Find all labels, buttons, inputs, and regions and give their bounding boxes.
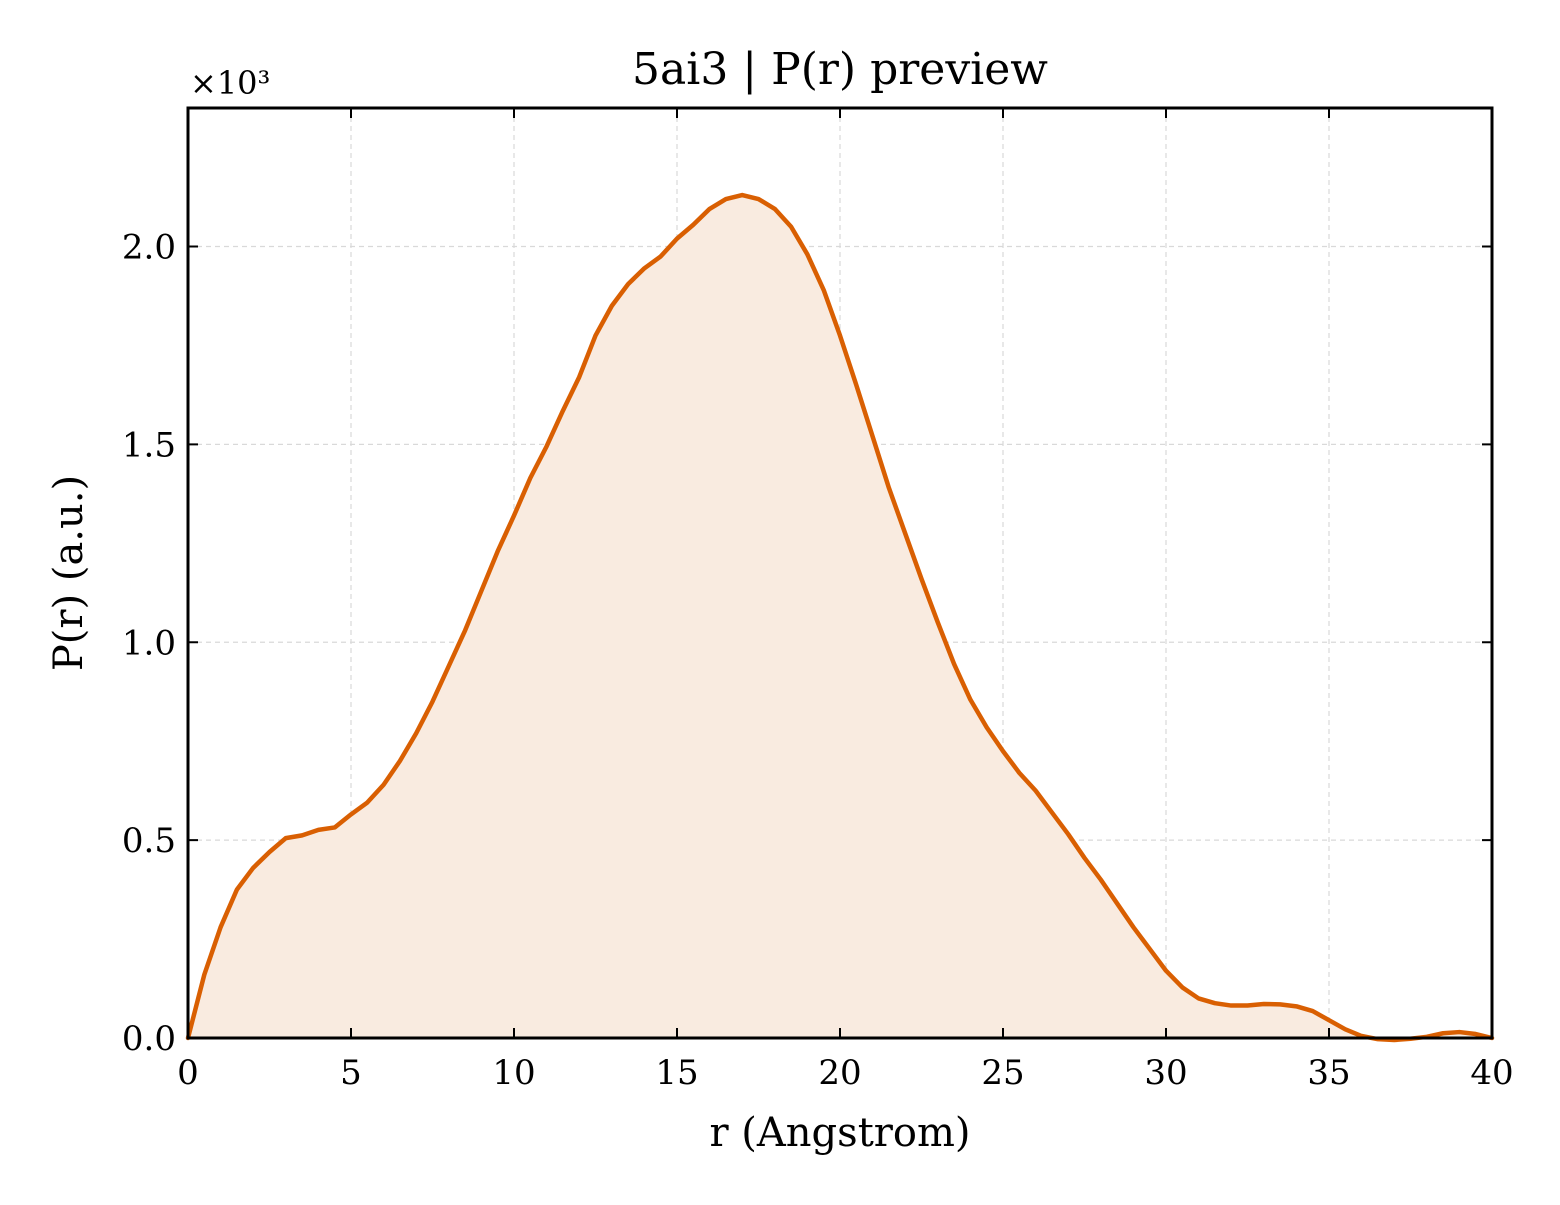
ticks: 0 5 10 15 20 25 30 35 40 0.0 0.5 1.0 1.5 2.0	[122, 108, 1514, 1093]
y-axis-label: P(r) (a.u.)	[46, 475, 92, 671]
y-multiplier-label: ×10³	[190, 64, 270, 102]
y-tick-label: 2.0	[122, 228, 176, 268]
x-tick-label: 0	[177, 1053, 199, 1093]
x-tick-label: 40	[1470, 1053, 1513, 1093]
y-tick-label: 0.0	[122, 1019, 176, 1059]
x-tick-label: 35	[1307, 1053, 1350, 1093]
y-tick-label: 0.5	[122, 821, 176, 861]
x-tick-label: 15	[655, 1053, 698, 1093]
series-line	[185, 192, 1495, 1043]
y-tick-label: 1.0	[122, 623, 176, 663]
chart-title: 5ai3 | P(r) preview	[632, 44, 1048, 95]
x-tick-label: 20	[818, 1053, 861, 1093]
x-axis-label: r (Angstrom)	[709, 1110, 970, 1156]
area-fill	[188, 195, 1492, 1040]
y-tick-label: 1.5	[122, 425, 176, 465]
x-tick-label: 10	[492, 1053, 535, 1093]
x-tick-label: 5	[340, 1053, 362, 1093]
x-tick-label: 30	[1144, 1053, 1187, 1093]
x-tick-label: 25	[981, 1053, 1024, 1093]
